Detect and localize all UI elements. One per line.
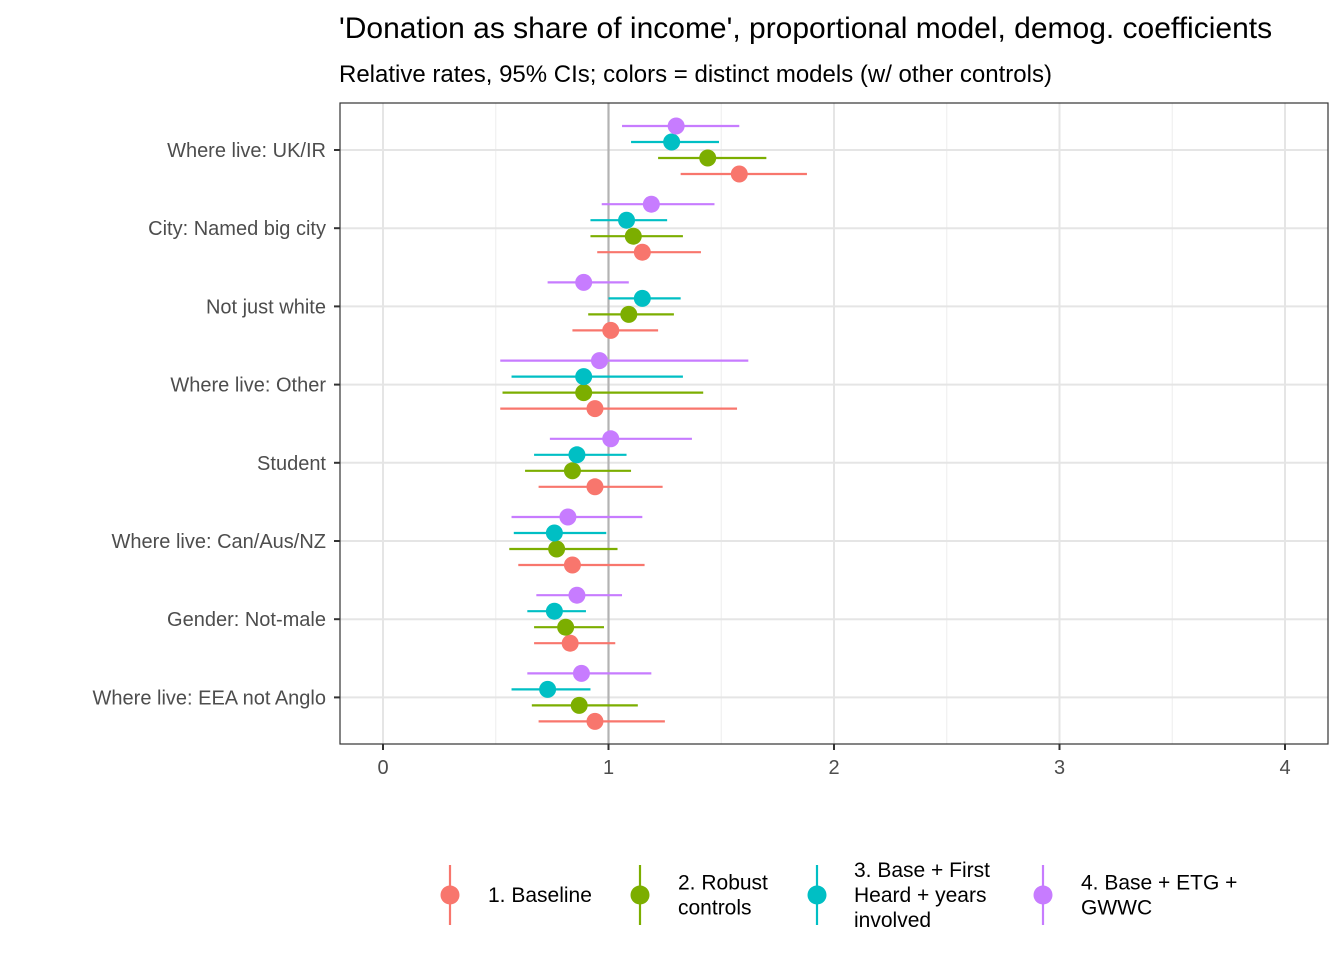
point-estimate — [575, 273, 593, 291]
legend-label: 3. Base + First — [854, 859, 990, 882]
legend-label: involved — [854, 909, 931, 932]
point-estimate — [572, 664, 590, 682]
point-estimate — [563, 556, 581, 574]
point-estimate — [620, 305, 638, 323]
point-estimate — [602, 430, 620, 448]
legend-label: controls — [678, 897, 752, 920]
legend-label: 1. Baseline — [488, 884, 592, 907]
point-estimate — [699, 149, 717, 167]
point-estimate — [633, 289, 651, 307]
point-estimate — [642, 195, 660, 213]
point-estimate — [561, 634, 579, 652]
point-estimate — [618, 211, 636, 229]
chart-subtitle: Relative rates, 95% CIs; colors = distin… — [339, 61, 1052, 88]
point-estimate — [545, 602, 563, 620]
point-estimate — [590, 352, 608, 370]
point-estimate — [575, 384, 593, 402]
legend-key-point — [440, 885, 460, 905]
x-tick-label: 3 — [1054, 757, 1065, 779]
point-estimate — [730, 165, 748, 183]
y-axis: Where live: UK/IR City: Named big city Not… — [93, 140, 340, 709]
x-tick-label: 1 — [603, 757, 614, 779]
legend-item-4: 4. Base + ETG +GWWC — [1033, 865, 1237, 925]
point-estimate — [545, 524, 563, 542]
legend-label: 2. Robust — [678, 872, 768, 895]
point-estimate — [586, 478, 604, 496]
y-tick-label: Not just white — [206, 296, 326, 318]
legend-label: 4. Base + ETG + — [1081, 872, 1237, 895]
y-tick-label: Where live: Can/Aus/NZ — [111, 531, 326, 553]
point-estimate — [663, 133, 681, 151]
point-estimate — [575, 368, 593, 386]
point-estimate — [568, 446, 586, 464]
y-tick-label: Gender: Not-male — [167, 609, 326, 631]
legend-key-point — [807, 885, 827, 905]
plot-panel — [339, 102, 1329, 745]
y-tick-label: Where live: EEA not Anglo — [93, 687, 326, 709]
y-tick-label: Where live: Other — [170, 375, 326, 397]
point-estimate — [559, 508, 577, 526]
point-estimate — [602, 321, 620, 339]
y-tick-label: City: Named big city — [148, 218, 326, 240]
x-tick-label: 0 — [377, 757, 388, 779]
point-estimate — [563, 462, 581, 480]
point-estimate — [586, 712, 604, 730]
legend-key-point — [1033, 885, 1053, 905]
series-2 — [502, 149, 767, 714]
legend-label: GWWC — [1081, 897, 1152, 920]
point-estimate — [548, 540, 566, 558]
legend-item-1: 1. Baseline — [440, 865, 592, 925]
point-estimate — [568, 586, 586, 604]
series-4 — [500, 117, 749, 682]
series-1 — [500, 165, 807, 730]
point-estimate — [557, 618, 575, 636]
point-estimate — [633, 243, 651, 261]
point-estimate — [570, 696, 588, 714]
x-tick-label: 2 — [828, 757, 839, 779]
x-axis: 0 1 2 3 4 — [377, 744, 1291, 779]
point-estimate — [539, 680, 557, 698]
legend-key-point — [630, 885, 650, 905]
point-estimate — [624, 227, 642, 245]
y-tick-label: Student — [257, 453, 326, 475]
y-tick-label: Where live: UK/IR — [167, 140, 326, 162]
series-3 — [511, 133, 719, 698]
chart-title: 'Donation as share of income', proportio… — [339, 12, 1272, 45]
x-tick-label: 4 — [1279, 757, 1290, 779]
point-estimate — [586, 400, 604, 418]
legend-label: Heard + years — [854, 884, 986, 907]
point-estimate — [667, 117, 685, 135]
